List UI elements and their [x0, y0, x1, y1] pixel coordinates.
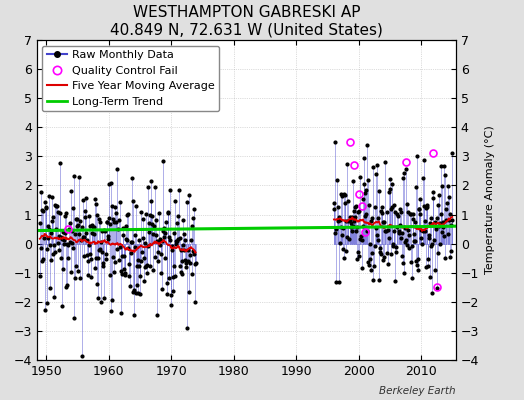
Y-axis label: Temperature Anomaly (°C): Temperature Anomaly (°C) — [485, 126, 495, 274]
Title: WESTHAMPTON GABRESKI AP
40.849 N, 72.631 W (United States): WESTHAMPTON GABRESKI AP 40.849 N, 72.631… — [110, 5, 383, 38]
Legend: Raw Monthly Data, Quality Control Fail, Five Year Moving Average, Long-Term Tren: Raw Monthly Data, Quality Control Fail, … — [42, 46, 220, 111]
Text: Berkeley Earth: Berkeley Earth — [379, 386, 456, 396]
